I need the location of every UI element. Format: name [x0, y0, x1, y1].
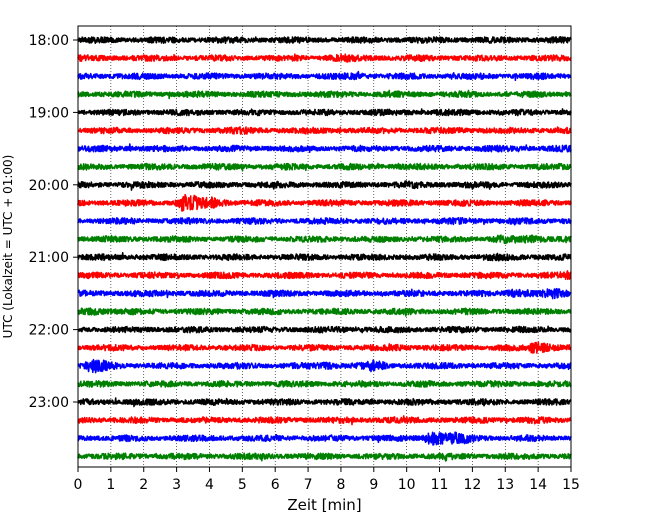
trace-1915: [77, 126, 572, 135]
x-tick-label: 10: [398, 477, 416, 493]
trace-1945: [77, 162, 572, 172]
trace-1830: [77, 70, 572, 82]
x-tick-label: 3: [172, 477, 181, 493]
x-tick-label: 6: [271, 477, 280, 493]
x-tick-label: 2: [139, 477, 148, 493]
x-tick-label: 14: [529, 477, 547, 493]
y-tick-label: 18:00: [29, 33, 69, 49]
trace-2145: [77, 307, 572, 317]
trace-2300: [77, 397, 572, 408]
trace-2030: [77, 217, 572, 226]
y-tick-label: 20:00: [29, 178, 69, 194]
trace-1800: [77, 36, 572, 44]
y-tick-label: 22:00: [29, 323, 69, 339]
trace-2345: [77, 452, 572, 462]
trace-2200: [77, 325, 572, 334]
y-tick-label: 23:00: [29, 395, 69, 411]
trace-1815: [77, 53, 572, 63]
x-axis-label: Zeit [min]: [287, 496, 361, 514]
trace-2000: [77, 180, 572, 191]
y-tick-label: 21:00: [29, 250, 69, 266]
trace-2230: [77, 358, 572, 374]
y-axis-ticks: 18:00 19:00 20:00 21:00 22:00 23:00: [29, 33, 78, 411]
trace-2100: [77, 252, 572, 262]
trace-1845: [77, 89, 572, 100]
x-tick-label: 1: [106, 477, 115, 493]
x-axis-ticks: 0 1 2 3 4 5 6 7 8 9 10 11 12 13 14 15: [74, 467, 580, 493]
x-tick-label: 5: [238, 477, 247, 493]
trace-2215: [77, 341, 572, 354]
x-tick-label: 0: [74, 477, 83, 493]
trace-2045: [77, 234, 572, 245]
x-tick-label: 7: [304, 477, 313, 493]
trace-2315: [77, 415, 572, 426]
trace-1900: [77, 108, 572, 117]
x-tick-label: 15: [562, 477, 580, 493]
y-axis-label: UTC (Lokalzeit = UTC + 01:00): [1, 155, 15, 339]
x-tick-label: 13: [496, 477, 514, 493]
trace-2330: [77, 431, 572, 446]
x-tick-label: 12: [463, 477, 481, 493]
trace-2015: [77, 193, 572, 212]
x-tick-label: 9: [369, 477, 378, 493]
trace-1930: [77, 143, 572, 153]
trace-2245: [77, 379, 572, 388]
y-tick-label: 19:00: [29, 105, 69, 121]
x-tick-label: 8: [336, 477, 345, 493]
x-tick-label: 11: [431, 477, 449, 493]
trace-2130: [77, 287, 572, 300]
trace-2115: [77, 270, 572, 281]
x-tick-label: 4: [205, 477, 214, 493]
seismogram-traces: [77, 36, 572, 462]
plot-frame: [77, 25, 572, 468]
